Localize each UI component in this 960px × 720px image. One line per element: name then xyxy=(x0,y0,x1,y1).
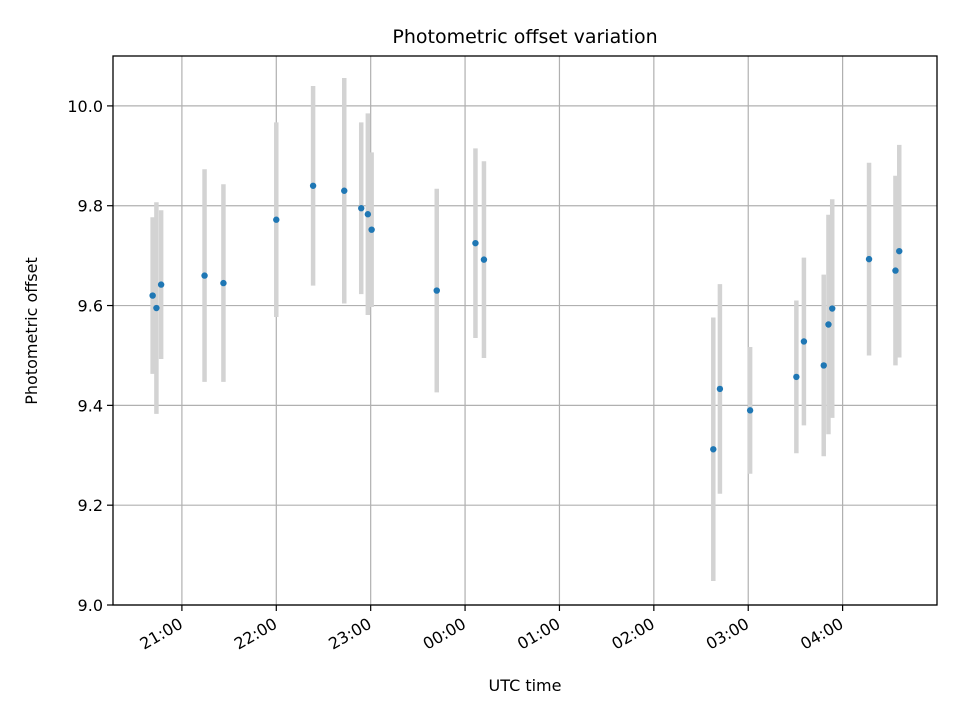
data-point xyxy=(157,281,165,288)
data-point xyxy=(341,187,348,194)
data-point xyxy=(800,338,808,345)
data-point xyxy=(793,373,800,381)
data-point xyxy=(892,267,899,274)
data-points xyxy=(149,182,903,453)
data-point xyxy=(368,226,375,233)
y-axis-label: Photometric offset xyxy=(22,257,41,405)
y-tick-label: 9.2 xyxy=(78,496,103,515)
data-point xyxy=(309,182,317,189)
y-tick-label: 9.8 xyxy=(78,197,103,216)
grid-lines xyxy=(113,56,937,606)
data-point xyxy=(433,287,440,294)
data-point xyxy=(710,446,717,453)
data-point xyxy=(820,362,827,369)
data-point xyxy=(149,292,156,299)
data-point xyxy=(201,272,208,279)
data-point xyxy=(358,205,365,212)
data-point xyxy=(896,247,903,255)
data-point xyxy=(825,321,832,328)
data-point xyxy=(220,279,227,287)
data-point xyxy=(716,385,724,393)
data-point xyxy=(865,255,873,263)
y-tick-label: 9.0 xyxy=(78,596,103,615)
data-point xyxy=(480,256,488,263)
y-tick-label: 10.0 xyxy=(67,97,103,116)
chart-title: Photometric offset variation xyxy=(392,26,657,48)
x-axis-label: UTC time xyxy=(489,676,562,695)
data-point xyxy=(273,216,280,223)
plot-area-frame xyxy=(112,55,938,606)
data-point xyxy=(746,407,754,414)
y-tick-label: 9.6 xyxy=(78,297,103,316)
data-point xyxy=(364,211,372,218)
y-tick-label: 9.4 xyxy=(78,396,103,415)
data-point xyxy=(153,304,160,312)
data-point xyxy=(472,239,479,247)
data-point xyxy=(829,305,836,312)
